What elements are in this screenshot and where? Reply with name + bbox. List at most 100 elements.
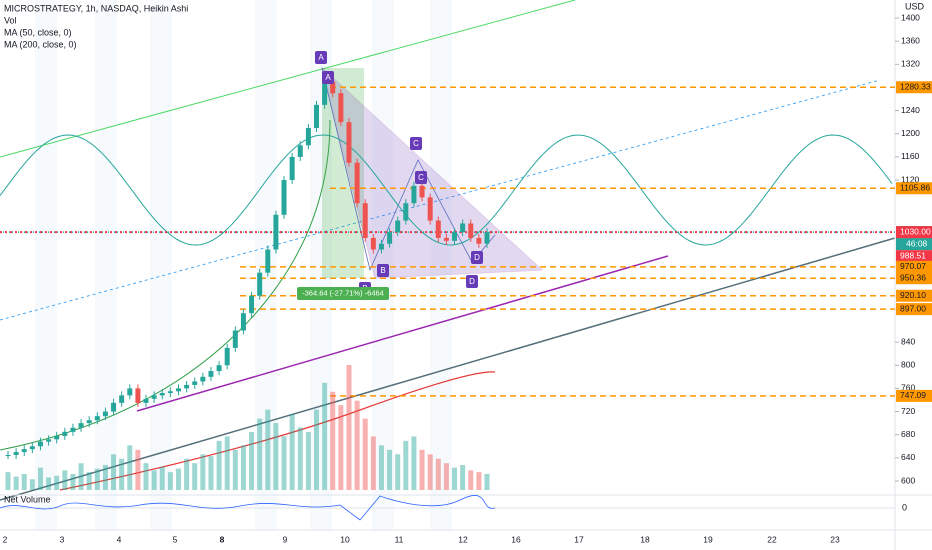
x-tick-label: 11 [395,534,404,544]
volume-bar [184,458,190,490]
candle [370,237,376,250]
candle [289,156,295,181]
candle [46,439,52,442]
x-tick-label: 16 [511,534,521,544]
candle [200,376,206,382]
candle [435,220,441,238]
volume-bar [257,418,263,490]
candle [257,272,263,296]
y-tick-label: 1240 [901,105,920,115]
x-tick-label: 12 [458,534,468,544]
price-tag-label: 1030.00 [900,226,931,236]
price-tag-label: 747.09 [900,390,926,400]
price-tag-label: 897.00 [900,303,926,313]
price-tag [896,289,932,302]
candle [216,365,222,372]
candle [111,402,117,412]
volume-bar [151,470,157,490]
price-tag [896,260,932,273]
candle [297,145,303,157]
volume-bar [330,391,336,490]
candle [281,180,287,215]
candle [314,104,320,128]
x-tick-label: 3 [60,534,65,544]
volume-bar [452,467,458,490]
volume-bar [86,472,92,490]
y-tick-label: 1320 [901,59,920,69]
volume-bars [5,365,490,490]
x-tick-label: 4 [117,534,122,544]
volume-bar [460,465,466,490]
volume-bar [78,463,84,490]
x-tick-label: 2 [3,534,8,544]
x-tick-label: 10 [340,534,350,544]
candle [468,223,474,238]
candle [184,384,190,389]
y-tick-label: 680 [901,429,915,439]
volume-bar [346,365,352,490]
volume-bar [54,475,60,490]
volume-bar [338,405,344,490]
volume-bar [62,470,68,490]
volume-bar [127,445,133,490]
y-tick-label: 1360 [901,35,920,45]
measure-label: -364.64 (-27.71%) -6464 [302,288,384,297]
measure-box [297,287,389,300]
countdown [896,238,932,251]
pattern-label: C [418,173,424,182]
pattern-box [410,137,422,150]
x-tick-label: 5 [173,534,178,544]
symbol: MICROSTRATEGY, 1h, NASDAQ, Heikin Ashi [4,3,188,13]
volume-bar [216,440,222,490]
candle [21,449,27,453]
candle [427,197,433,221]
volume-bar [395,454,401,490]
candle [240,313,246,331]
candle [208,371,214,377]
pattern-label: D [474,253,480,262]
y-tick-label: 640 [901,452,915,462]
candle [143,398,149,403]
volume-bar [281,436,287,490]
volume-bar [119,458,125,490]
pane-zero: 0 [902,502,907,512]
candle [135,388,141,403]
y-tick-label: 720 [901,406,915,416]
volume-bar [387,449,393,490]
volume-bar [354,400,360,490]
candle [167,391,173,394]
price-tag [896,272,932,285]
candle [411,185,417,204]
candle [419,185,425,198]
y-tick-label: 600 [901,475,915,485]
session-bands [35,0,452,530]
y-tick-label: 1200 [901,128,920,138]
candle [273,214,279,250]
volume-bar [468,470,474,490]
y-tick-label: 1160 [901,151,920,161]
candle [452,232,458,241]
candle [484,232,490,244]
legend: MICROSTRATEGY, 1h, NASDAQ, Heikin Ashi V… [4,1,925,512]
price-axis: 1400136013201240120011601120840800760720… [3,12,932,544]
volume-bar [167,472,173,490]
volume-bar [265,409,271,490]
volume-bar [29,479,35,490]
volume-bar [297,427,303,490]
candle [403,203,409,221]
y-tick-label: 1400 [901,12,920,22]
volume-bar [370,436,376,490]
candle [330,81,336,94]
price-tag-label: 1280.33 [900,82,931,92]
pattern-box [466,275,478,288]
candle [460,223,466,233]
x-tick-label: 9 [283,534,288,544]
indicator: MA (200, close, 0) [4,39,77,49]
volume-bar [443,463,449,490]
volume-bar [143,463,149,490]
pattern-labels: AACCBBDD-364.64 (-27.71%) -6464 [297,51,483,300]
volume-bar [249,431,255,490]
volume-bar [378,445,384,490]
